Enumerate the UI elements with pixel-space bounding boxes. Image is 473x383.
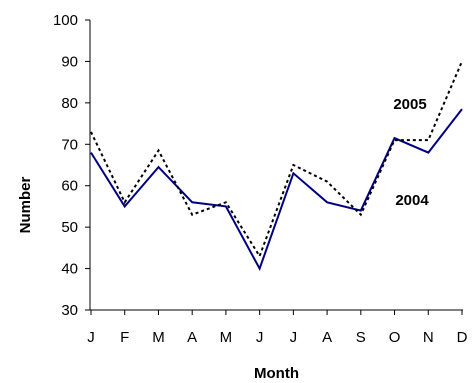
y-tick-label: 90	[61, 53, 78, 70]
y-tick-label: 60	[61, 178, 78, 195]
x-tick-label: J	[256, 329, 264, 346]
x-tick-label: N	[423, 329, 434, 346]
y-tick-label: 50	[61, 219, 78, 236]
x-tick-label: J	[87, 329, 95, 346]
x-tick-label: S	[356, 329, 366, 346]
x-tick-label: A	[322, 329, 332, 346]
series-lines	[90, 61, 463, 272]
series-line-2005	[90, 61, 463, 259]
y-tick-label: 40	[61, 261, 78, 278]
x-tick-label: M	[152, 329, 165, 346]
chart-axes	[89, 20, 463, 311]
x-tick-label: M	[220, 329, 233, 346]
x-tick-label: J	[290, 329, 298, 346]
x-tick-label: A	[187, 329, 197, 346]
series-label-2005: 2005	[393, 96, 426, 113]
y-axis-title: Number	[17, 177, 34, 234]
y-tick-label: 30	[61, 302, 78, 319]
y-tick-label: 100	[53, 12, 78, 29]
series-line-2004	[90, 108, 463, 272]
series-label-2004: 2004	[395, 192, 429, 209]
x-tick-label: F	[120, 329, 129, 346]
x-axis-title: Month	[254, 365, 299, 382]
y-tick-label: 80	[61, 95, 78, 112]
y-axis-ticks: 30 40 50 60 70 80 90 100	[53, 12, 90, 319]
series-labels: 2004 2005	[393, 96, 429, 209]
x-tick-label: D	[457, 329, 468, 346]
y-tick-label: 70	[61, 136, 78, 153]
x-tick-label: O	[389, 329, 401, 346]
